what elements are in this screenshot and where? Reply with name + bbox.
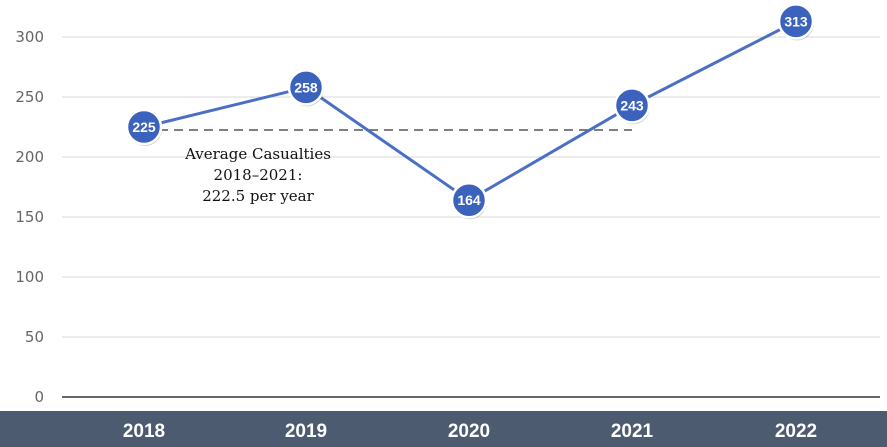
data-point-2018	[125, 108, 163, 146]
y-tick-label: 50	[25, 328, 44, 346]
data-label-2020: 164	[457, 192, 481, 208]
y-tick-label: 200	[15, 148, 44, 166]
average-annotation: Average Casualties 2018–2021: 222.5 per ye…	[184, 145, 331, 205]
y-tick-label: 150	[15, 208, 44, 226]
x-category-label: 2020	[448, 421, 490, 442]
x-axis-categories: 2018 2019 2020 2021 2022	[123, 421, 817, 442]
data-label-2022: 313	[784, 13, 808, 29]
x-category-label: 2018	[123, 421, 165, 442]
y-axis-ticks: 0 50 100 150 200 250 300	[15, 28, 44, 406]
data-point-2019	[287, 69, 325, 106]
annotation-line: Average Casualties	[184, 145, 331, 163]
data-label-2021: 243	[620, 97, 644, 113]
data-point-2021	[613, 87, 651, 124]
data-point-2022	[777, 3, 815, 40]
data-label-2019: 258	[294, 79, 318, 95]
x-category-label: 2022	[775, 421, 817, 442]
x-category-label: 2019	[285, 421, 327, 442]
y-tick-label: 300	[15, 28, 44, 46]
annotation-line: 222.5 per year	[202, 187, 314, 205]
data-points: 225 258 164 243 313	[125, 3, 815, 220]
category-band	[0, 411, 887, 447]
data-label-2018: 225	[132, 119, 156, 135]
data-point-2020	[450, 181, 488, 219]
annotation-line: 2018–2021:	[214, 166, 303, 184]
y-tick-label: 0	[34, 388, 44, 406]
x-category-label: 2021	[611, 421, 654, 442]
y-tick-label: 100	[15, 268, 44, 286]
y-tick-label: 250	[15, 88, 44, 106]
